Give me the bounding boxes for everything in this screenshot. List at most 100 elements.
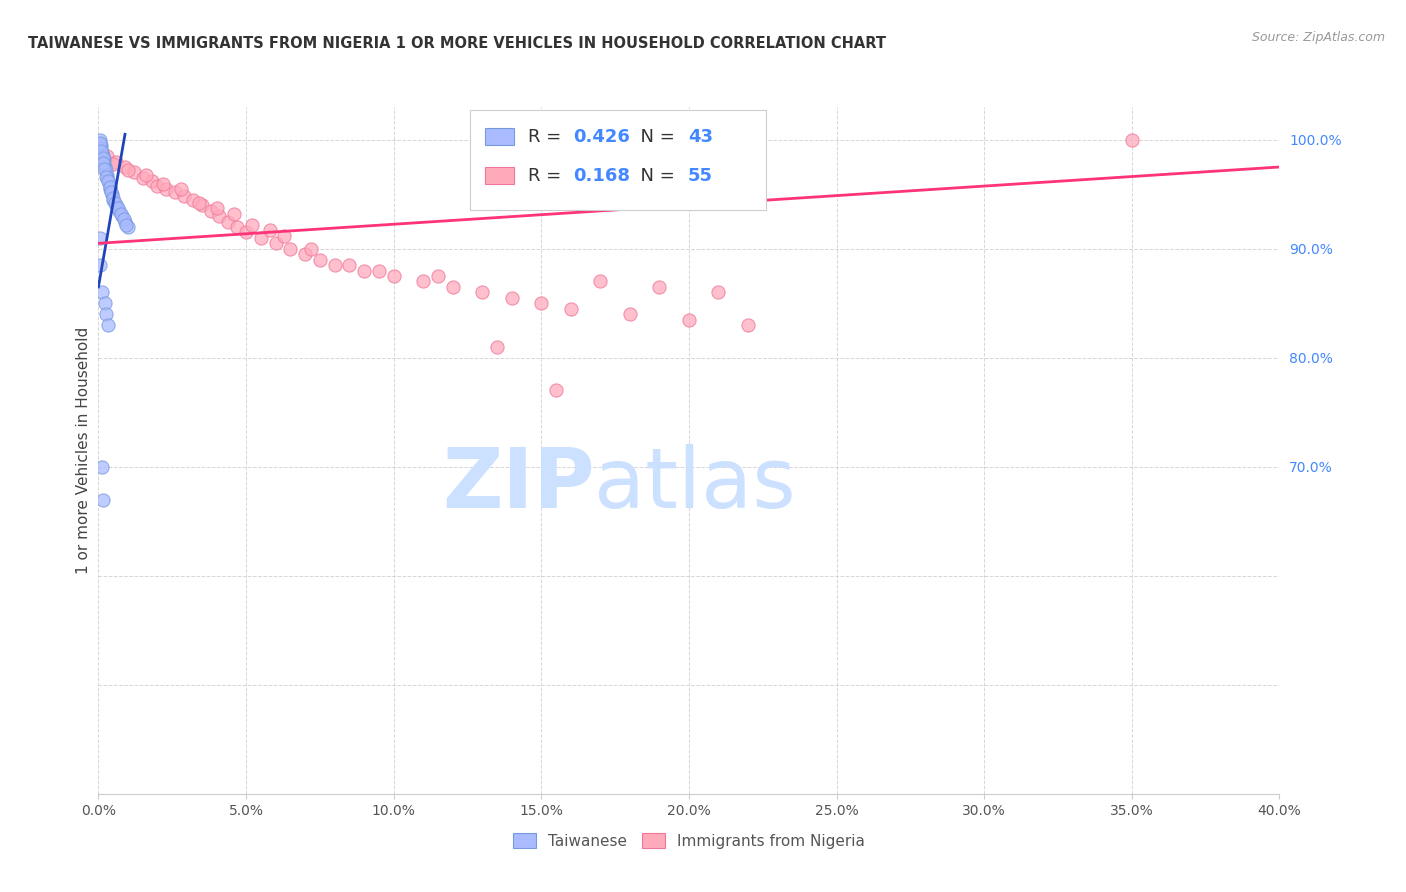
Point (280, 242, 302, 256)
Point (97, 174, 120, 188)
Text: 43: 43 (688, 128, 713, 145)
Point (93, 296, 115, 310)
Point (91, 459, 114, 474)
Point (105, 198, 128, 212)
Point (205, 202, 228, 216)
Text: atlas: atlas (595, 444, 796, 525)
Point (96, 168, 118, 182)
Point (309, 252, 332, 267)
Point (117, 163, 139, 178)
Point (105, 154, 128, 169)
Point (181, 193, 204, 207)
Point (471, 285, 494, 300)
Point (97, 318, 120, 332)
Point (273, 228, 295, 243)
Text: N =: N = (628, 167, 681, 185)
Point (226, 219, 249, 234)
Point (299, 242, 322, 256)
Point (589, 275, 612, 289)
Point (111, 209, 134, 223)
Point (104, 196, 127, 211)
Point (89, 231, 111, 245)
Point (155, 182, 177, 196)
Point (96, 149, 118, 163)
Point (146, 178, 169, 193)
Point (115, 218, 138, 232)
Point (187, 196, 209, 211)
Point (100, 187, 122, 202)
Point (619, 307, 641, 321)
Point (122, 165, 145, 179)
FancyBboxPatch shape (471, 111, 766, 211)
Point (173, 189, 195, 203)
Point (100, 185, 122, 199)
Point (93, 162, 115, 177)
Point (94, 169, 117, 184)
Point (441, 280, 464, 294)
Point (103, 193, 125, 207)
Text: R =: R = (529, 167, 567, 185)
Point (323, 258, 346, 272)
FancyBboxPatch shape (485, 128, 515, 145)
Point (368, 263, 391, 277)
Point (382, 268, 405, 283)
Point (89, 136, 111, 150)
Point (91, 145, 114, 160)
Point (339, 258, 361, 272)
Point (224, 207, 246, 221)
Text: ZIP: ZIP (441, 444, 595, 525)
Point (91, 151, 114, 165)
Point (98, 182, 121, 196)
Point (117, 219, 139, 234)
Point (112, 212, 135, 227)
Text: 0.426: 0.426 (574, 128, 630, 145)
Point (259, 223, 281, 237)
Point (353, 263, 375, 277)
Point (707, 285, 730, 300)
Point (737, 318, 759, 332)
Point (546, 384, 568, 398)
Point (90, 141, 112, 155)
Point (1121, 133, 1143, 147)
Point (170, 182, 193, 196)
Y-axis label: 1 or more Vehicles in Household: 1 or more Vehicles in Household (76, 326, 91, 574)
Legend: Taiwanese, Immigrants from Nigeria: Taiwanese, Immigrants from Nigeria (506, 827, 872, 855)
Point (90, 138, 112, 153)
Text: N =: N = (628, 128, 681, 145)
Point (110, 207, 132, 221)
Point (200, 203, 222, 218)
Point (90, 285, 112, 300)
Point (94, 307, 117, 321)
Point (97, 177, 120, 191)
Text: Source: ZipAtlas.com: Source: ZipAtlas.com (1251, 31, 1385, 45)
Point (114, 160, 136, 174)
Point (98, 179, 121, 194)
Point (560, 301, 582, 316)
Point (240, 218, 263, 232)
Point (165, 185, 187, 199)
Point (96, 170, 118, 185)
Point (412, 275, 434, 289)
Point (93, 492, 115, 507)
Point (235, 226, 257, 240)
Point (152, 178, 174, 192)
Point (294, 247, 316, 261)
Point (107, 202, 129, 216)
Point (103, 157, 125, 171)
Point (678, 312, 700, 326)
Point (486, 340, 509, 354)
Point (141, 174, 163, 188)
Point (93, 153, 115, 167)
Text: 0.168: 0.168 (574, 167, 630, 185)
Point (264, 236, 287, 251)
Point (94, 160, 117, 174)
Point (132, 170, 155, 185)
Point (91, 149, 114, 163)
Point (217, 214, 239, 228)
FancyBboxPatch shape (485, 167, 515, 185)
Point (89, 133, 111, 147)
Point (427, 268, 450, 283)
Point (94, 163, 117, 178)
Point (93, 157, 115, 171)
Point (208, 209, 231, 223)
